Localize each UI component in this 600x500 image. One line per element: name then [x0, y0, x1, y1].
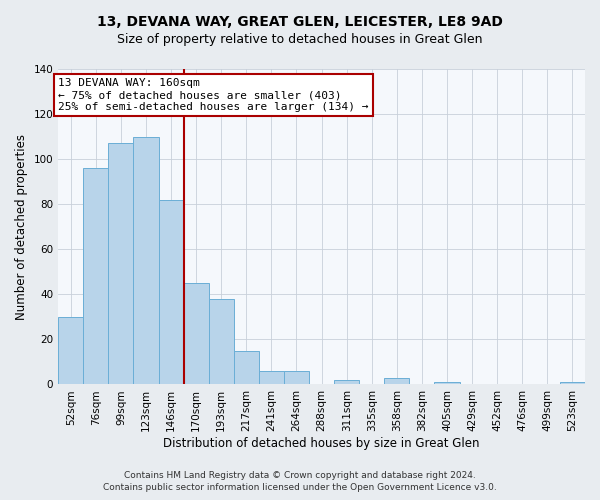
Bar	[259, 371, 284, 384]
Text: Contains HM Land Registry data © Crown copyright and database right 2024.
Contai: Contains HM Land Registry data © Crown c…	[103, 471, 497, 492]
Bar	[560, 382, 585, 384]
Bar	[83, 168, 109, 384]
Bar	[334, 380, 359, 384]
Bar	[158, 200, 184, 384]
Bar	[234, 350, 259, 384]
Bar	[209, 299, 234, 384]
Bar	[109, 144, 133, 384]
Bar	[58, 317, 83, 384]
Bar	[284, 371, 309, 384]
Text: 13 DEVANA WAY: 160sqm
← 75% of detached houses are smaller (403)
25% of semi-det: 13 DEVANA WAY: 160sqm ← 75% of detached …	[58, 78, 368, 112]
Bar	[133, 136, 158, 384]
Y-axis label: Number of detached properties: Number of detached properties	[15, 134, 28, 320]
Bar	[184, 283, 209, 384]
X-axis label: Distribution of detached houses by size in Great Glen: Distribution of detached houses by size …	[163, 437, 480, 450]
Bar	[385, 378, 409, 384]
Text: 13, DEVANA WAY, GREAT GLEN, LEICESTER, LE8 9AD: 13, DEVANA WAY, GREAT GLEN, LEICESTER, L…	[97, 15, 503, 29]
Bar	[434, 382, 460, 384]
Text: Size of property relative to detached houses in Great Glen: Size of property relative to detached ho…	[117, 32, 483, 46]
